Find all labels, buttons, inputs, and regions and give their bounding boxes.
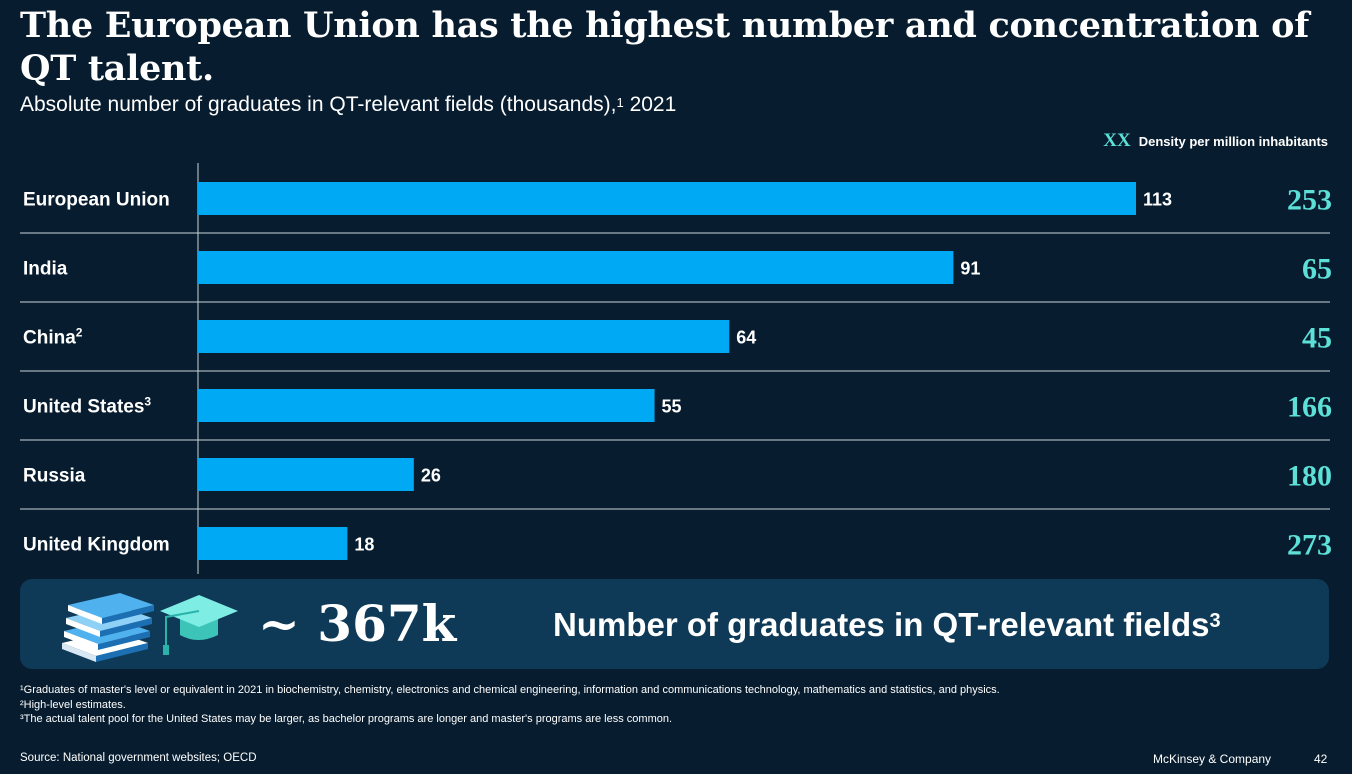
subtitle-year: 2021 <box>623 93 677 116</box>
banner-caption-text: Number of graduates in QT-relevant field… <box>553 606 1210 643</box>
value-label: 64 <box>736 328 756 348</box>
category-footnote-ref: 3 <box>144 395 151 409</box>
total-banner: ~ 367k Number of graduates in QT-relevan… <box>20 579 1329 669</box>
source-note: Source: National government websites; OE… <box>20 752 257 764</box>
brand-name: McKinsey & Company <box>1153 752 1272 766</box>
subtitle-footnote-ref: 1 <box>616 95 624 110</box>
footnotes: ¹Graduates of master's level or equivale… <box>20 683 1000 727</box>
density-label: 65 <box>1302 253 1332 286</box>
footnote-2: ²High-level estimates. <box>20 698 126 711</box>
density-label: 273 <box>1287 529 1332 562</box>
category-label: United Kingdom <box>23 535 170 556</box>
bar <box>198 458 414 491</box>
density-label: 253 <box>1287 184 1332 217</box>
density-label: 45 <box>1302 322 1332 355</box>
banner-footnote-ref: 3 <box>1209 610 1221 632</box>
page-number: 42 <box>1314 752 1328 766</box>
category-label: India <box>23 259 68 280</box>
category-label: United States3 <box>23 395 151 418</box>
category-label: European Union <box>23 190 170 211</box>
footnote-3: ³The actual talent pool for the United S… <box>20 713 673 725</box>
category-label: China2 <box>23 326 83 349</box>
value-label: 18 <box>354 535 374 555</box>
legend-text: Density per million inhabitants <box>1138 133 1328 149</box>
bar <box>198 527 348 560</box>
bar-chart: European Union 113 253 India 91 65 China2 64 45 U… <box>20 163 1332 574</box>
value-label: 91 <box>960 259 980 279</box>
category-label: Russia <box>23 466 86 487</box>
value-label: 113 <box>1143 190 1172 210</box>
density-label: 180 <box>1287 460 1332 493</box>
bar <box>198 320 730 353</box>
books-icon <box>62 593 154 662</box>
category-footnote-ref: 2 <box>76 326 83 340</box>
banner-total-value: ~ 367k <box>258 594 457 653</box>
banner-icons <box>58 585 248 668</box>
chart-subtitle: Absolute number of graduates in QT-relev… <box>20 92 676 118</box>
value-label: 26 <box>421 466 441 486</box>
density-label: 166 <box>1287 391 1332 424</box>
page-title: The European Union has the highest numbe… <box>20 5 1309 89</box>
banner-caption: Number of graduates in QT-relevant field… <box>553 605 1221 645</box>
subtitle-text: Absolute number of graduates in QT-relev… <box>20 93 617 116</box>
footnote-1: ¹Graduates of master's level or equivale… <box>20 684 1000 696</box>
value-label: 55 <box>662 397 682 417</box>
legend-key: XX <box>1103 130 1131 151</box>
density-legend: XX Density per million inhabitants <box>1103 130 1328 152</box>
graduation-cap-icon <box>160 595 238 655</box>
bar <box>198 251 954 284</box>
bar <box>198 389 655 422</box>
bar <box>198 182 1136 215</box>
